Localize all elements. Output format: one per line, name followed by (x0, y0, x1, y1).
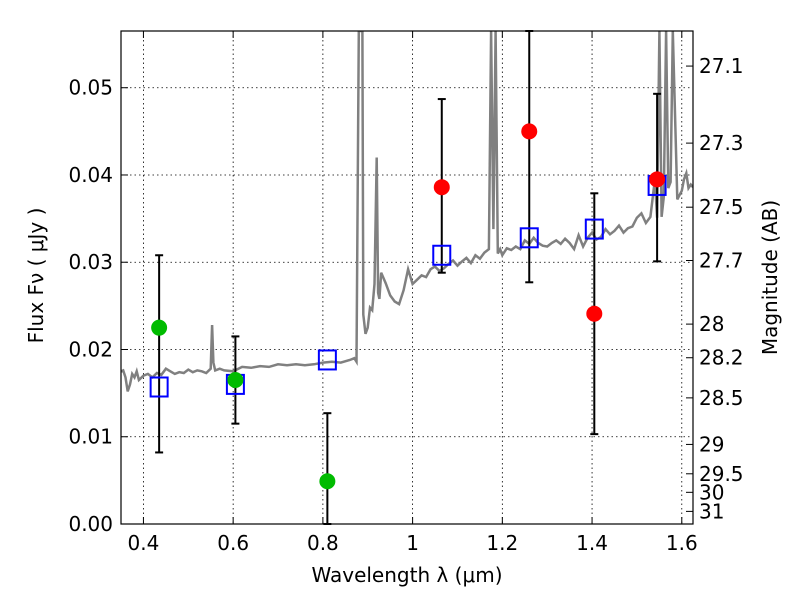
model-square (584, 218, 604, 240)
x-tick-label: 1.4 (576, 531, 608, 555)
right-tick-label: 27.3 (699, 131, 744, 155)
right-tick-label: 28.2 (699, 346, 744, 370)
observed-point (319, 473, 336, 490)
right-tick-label: 31 (699, 499, 724, 523)
observed-point (151, 319, 168, 336)
model-square (432, 244, 452, 266)
plot-frame (120, 30, 694, 525)
right-axis-label: Magnitude (AB) (758, 200, 782, 355)
axis-ticks (121, 31, 693, 525)
right-tick-label: 27.7 (699, 248, 744, 272)
right-tick-label: 29 (699, 432, 724, 456)
x-tick-label: 0.4 (128, 531, 160, 555)
error-bars (155, 30, 662, 525)
observed-point (649, 171, 666, 188)
observed-point (433, 179, 450, 196)
y-axis-label: Flux Fν ( μJy ) (24, 208, 48, 344)
x-tick-labels: 0.4 0.6 0.8 1 1.2 1.4 1.6 (128, 531, 698, 555)
y-tick-labels: 0.00 0.01 0.02 0.03 0.04 0.05 (68, 76, 113, 536)
right-tick-label: 28 (699, 312, 724, 336)
x-tick-label: 1 (406, 531, 419, 555)
right-tick-label: 27.1 (699, 54, 744, 78)
right-tick-label: 27.5 (699, 195, 744, 219)
y-tick-label: 0.01 (68, 425, 113, 449)
observed-point (521, 123, 538, 140)
x-tick-label: 1.6 (666, 531, 698, 555)
y-tick-label: 0.04 (68, 163, 113, 187)
observed-point (227, 372, 244, 389)
model-points (149, 174, 667, 398)
spectrum-layer (121, 31, 693, 392)
x-tick-label: 1.2 (486, 531, 518, 555)
model-square (149, 376, 169, 398)
right-tick-label: 30 (699, 480, 724, 504)
model-square (317, 349, 337, 371)
right-tick-label: 28.5 (699, 386, 744, 410)
y-tick-label: 0.05 (68, 76, 113, 100)
x-axis-label: Wavelength λ (μm) (311, 563, 502, 587)
observed-points (151, 123, 666, 490)
x-tick-label: 0.6 (217, 531, 249, 555)
x-tick-label: 0.8 (307, 531, 339, 555)
y-tick-label: 0.03 (68, 250, 113, 274)
y-tick-label: 0.02 (68, 337, 113, 361)
spectrum-line (121, 31, 693, 392)
right-tick-label: 29.5 (699, 462, 744, 486)
grid-lines (121, 31, 693, 525)
observed-point (586, 305, 603, 322)
y-tick-label: 0.00 (68, 512, 113, 536)
model-square (519, 227, 539, 249)
